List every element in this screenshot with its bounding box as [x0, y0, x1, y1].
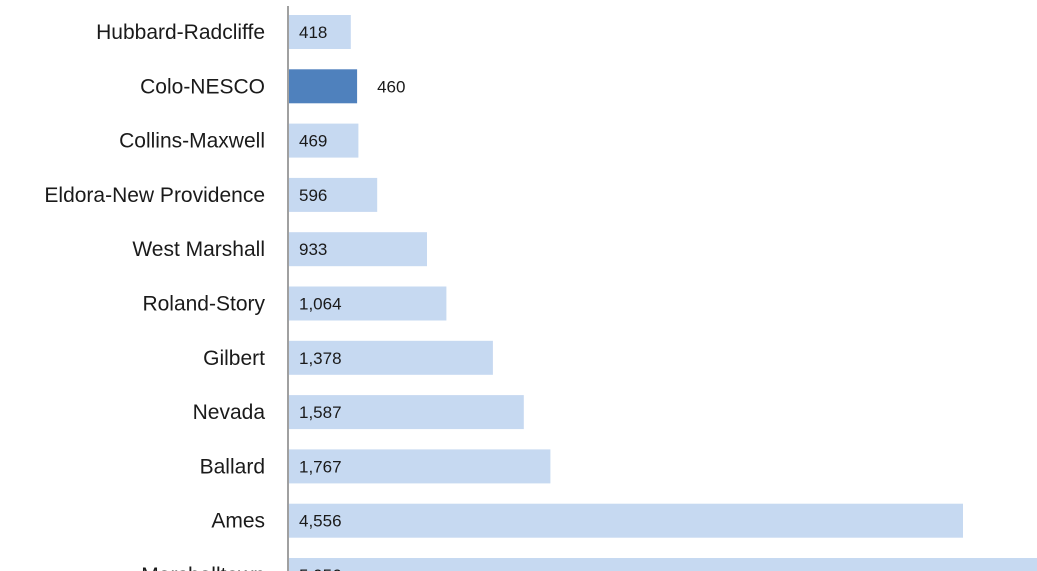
category-label: Eldora-New Providence — [44, 184, 265, 207]
category-label: Hubbard-Radcliffe — [96, 21, 265, 44]
bar-nevada — [289, 395, 524, 430]
value-label: 596 — [299, 186, 327, 205]
category-label: Ames — [211, 510, 265, 533]
value-label: 469 — [299, 132, 327, 151]
value-label: 1,064 — [299, 295, 342, 314]
bar-collins-maxwell — [289, 123, 359, 158]
bar-marshalltown — [289, 558, 1037, 571]
category-label: Nevada — [193, 401, 266, 424]
value-label: 1,767 — [299, 457, 342, 476]
bar-west-marshall — [289, 232, 427, 267]
value-label: 933 — [299, 240, 327, 259]
value-label: 5,056 — [299, 566, 342, 571]
value-label: 418 — [299, 23, 327, 42]
bar-ballard — [289, 449, 551, 484]
category-label: West Marshall — [132, 238, 265, 261]
labels-layer: Hubbard-Radcliffe 418 Colo-NESCO 460 Collins… — [44, 21, 405, 571]
bar-eldora-new-providence — [289, 177, 378, 212]
value-label: 460 — [377, 77, 405, 96]
bar-roland-story — [289, 286, 447, 321]
value-label: 1,378 — [299, 349, 342, 368]
bars-layer — [289, 15, 1037, 571]
category-label: Collins-Maxwell — [119, 130, 265, 153]
category-label: Roland-Story — [142, 293, 265, 316]
bar-gilbert — [289, 340, 493, 375]
category-label: Colo-NESCO — [140, 75, 265, 98]
category-label: Gilbert — [203, 347, 265, 370]
bar-ames — [289, 503, 963, 538]
value-label: 1,587 — [299, 403, 342, 422]
bar-hubbard-radcliffe — [289, 15, 351, 49]
category-label: Ballard — [200, 455, 265, 478]
value-label: 4,556 — [299, 512, 342, 531]
bar-colo-nesco — [289, 69, 358, 104]
category-label: Marshalltown — [141, 564, 265, 571]
